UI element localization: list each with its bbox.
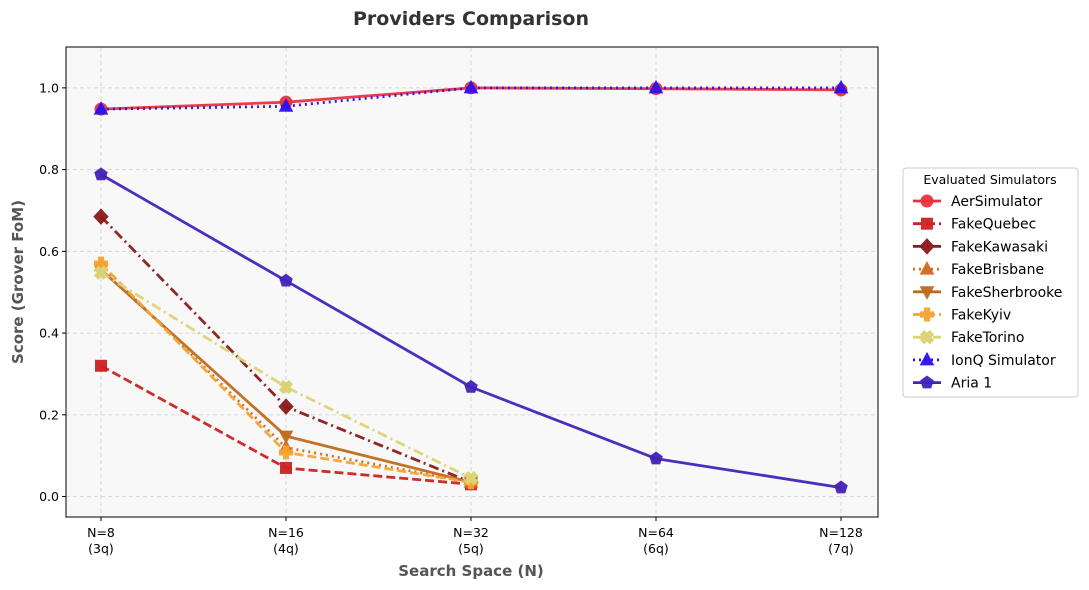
legend-item-fakequebec: FakeQuebec: [913, 217, 1036, 233]
legend: Evaluated Simulators AerSimulator FakeQue…: [902, 167, 1079, 398]
series-aria-1: [94, 167, 848, 494]
marker-fakekawasaki: [278, 398, 294, 415]
marker-fakekyiv: [279, 445, 293, 460]
marker-legend-fakekyiv: [920, 307, 934, 322]
series-faketorino: [93, 265, 479, 486]
legend-title: Evaluated Simulators: [923, 172, 1056, 187]
y-tick-label: 0.0: [39, 489, 59, 504]
marker-ionq-simulator: [93, 101, 109, 115]
legend-label: FakeSherbrooke: [951, 285, 1062, 301]
marker-aria-1: [94, 167, 108, 181]
marker-faketorino: [463, 471, 479, 486]
y-tick-label: 0.6: [39, 244, 59, 259]
x-tick-label: N=8 (3q): [87, 525, 115, 556]
y-tick-label: 1.0: [39, 80, 59, 95]
x-tick-label: N=64 (6q): [638, 525, 674, 556]
marker-fakequebec: [95, 359, 107, 372]
y-tick-label: 0.4: [39, 326, 59, 341]
legend-label: FakeTorino: [951, 330, 1024, 346]
marker-legend-fakekawasaki: [919, 238, 935, 255]
y-tick-label: 0.2: [39, 407, 59, 422]
legend-item-fakekawasaki: FakeKawasaki: [913, 238, 1048, 255]
marker-legend-fakebrisbane: [919, 261, 935, 275]
marker-aria-1: [834, 480, 848, 494]
marker-faketorino: [278, 379, 294, 395]
chart-title: Providers Comparison: [353, 8, 589, 30]
legend-item-fakekyiv: FakeKyiv: [913, 307, 1011, 324]
marker-ionq-simulator: [278, 98, 294, 112]
legend-label: FakeQuebec: [951, 217, 1036, 233]
marker-aria-1: [279, 273, 293, 287]
marker-fakesherbrooke: [278, 430, 294, 445]
marker-ionq-simulator: [833, 79, 849, 94]
marker-aria-1: [464, 379, 478, 393]
marker-legend-aria-1: [920, 375, 934, 389]
x-tick-label: N=128 (7q): [819, 525, 863, 556]
series-layer: [93, 79, 849, 494]
legend-label: FakeBrisbane: [951, 262, 1044, 278]
legend-item-aersimulator: AerSimulator: [913, 194, 1043, 210]
legend-item-ionq-simulator: IonQ Simulator: [913, 351, 1056, 369]
legend-item-faketorino: FakeTorino: [913, 330, 1024, 346]
marker-legend-fakesherbrooke: [919, 286, 935, 300]
x-axis-label: Search Space (N): [398, 562, 544, 580]
marker-legend-aersimulator: [920, 194, 934, 208]
marker-ionq-simulator: [463, 79, 479, 94]
legend-label: Aria 1: [951, 376, 992, 392]
marker-legend-ionq-simulator: [919, 351, 935, 366]
y-axis-label: Score (Grover FoM): [9, 200, 27, 364]
legend-label: FakeKyiv: [951, 308, 1011, 324]
legend-item-aria-1: Aria 1: [913, 375, 992, 392]
legend-label: FakeKawasaki: [951, 239, 1048, 255]
plot-frame: [65, 46, 879, 518]
legend-items: AerSimulator FakeQuebec FakeKawasaki FakeBr…: [913, 194, 1062, 392]
marker-aria-1: [649, 451, 663, 465]
marker-faketorino: [93, 265, 109, 280]
x-tick-label: N=32 (5q): [453, 525, 489, 556]
legend-frame: [902, 167, 1079, 398]
legend-label: AerSimulator: [951, 194, 1043, 210]
marker-fakekawasaki: [93, 208, 109, 225]
ticks: 0.0 0.2 0.4 0.6 0.8 1.0 N=8 (3q) N=16 (4q) N=32 (5q…: [39, 80, 863, 556]
y-tick-label: 0.8: [39, 162, 59, 177]
marker-legend-faketorino: [919, 330, 935, 345]
series-ionq-simulator: [93, 79, 849, 115]
plot-area: [66, 47, 878, 517]
legend-label: IonQ Simulator: [951, 353, 1056, 369]
marker-ionq-simulator: [648, 79, 664, 94]
series-line-faketorino: [100, 271, 472, 480]
legend-item-fakebrisbane: FakeBrisbane: [913, 261, 1044, 278]
marker-fakequebec: [280, 461, 292, 474]
x-tick-label: N=16 (4q): [268, 525, 304, 556]
marker-legend-fakequebec: [921, 217, 933, 230]
legend-item-fakesherbrooke: FakeSherbrooke: [913, 285, 1062, 301]
